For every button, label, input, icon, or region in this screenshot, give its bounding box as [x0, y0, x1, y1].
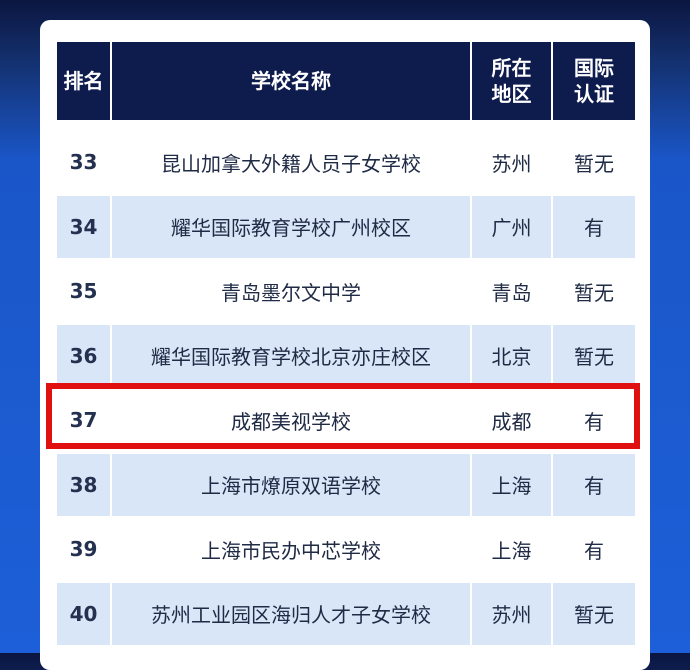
table-cell: 苏州: [472, 582, 551, 645]
page: 排名 学校名称 所在地区 国际认证 33 昆山加拿大外籍人员子女学校 苏州 暂无 34 耀华国际教…: [0, 0, 690, 653]
table-cell: 有: [584, 409, 604, 434]
rank-cell: 35: [69, 279, 98, 304]
table-cell: 青岛墨尔文中学: [221, 280, 361, 305]
rank-cell: 34: [57, 195, 110, 258]
table-cell: 上海市民办中芯学校: [201, 538, 381, 563]
header-cell: 学校名称: [112, 42, 470, 120]
table-cell: 暂无: [574, 151, 614, 176]
table-cell: 耀华国际教育学校广州校区: [112, 195, 470, 258]
header-cell: 排名: [57, 42, 110, 120]
table-cell: 成都: [491, 409, 532, 434]
rank-cell: 40: [57, 582, 110, 645]
table-cell: 有: [553, 195, 635, 258]
table-cell: 苏州工业园区海归人才子女学校: [112, 582, 470, 645]
rank-cell: 39: [69, 537, 98, 562]
header-cell: 国际认证: [553, 42, 635, 120]
rank-cell: 38: [57, 453, 110, 516]
table-cell: 北京: [472, 324, 551, 387]
table-cell: 暂无: [553, 324, 635, 387]
highlight-box: [46, 383, 640, 449]
rank-cell: 33: [69, 150, 98, 175]
rank-cell: 36: [57, 324, 110, 387]
header-cell: 所在地区: [472, 42, 551, 120]
table-cell: 耀华国际教育学校北京亦庄校区: [112, 324, 470, 387]
table-cell: 有: [553, 453, 635, 516]
table-cell: 暂无: [553, 582, 635, 645]
table-cell: 广州: [472, 195, 551, 258]
rank-cell: 37: [69, 408, 98, 433]
table-cell: 成都美视学校: [231, 409, 351, 434]
table-cell: 上海: [491, 538, 532, 563]
table-cell: 有: [584, 538, 604, 563]
table-cell: 苏州: [491, 151, 532, 176]
table-cell: 昆山加拿大外籍人员子女学校: [161, 151, 421, 176]
table-cell: 暂无: [574, 280, 614, 305]
table-cell: 上海: [472, 453, 551, 516]
table-cell: 青岛: [491, 280, 532, 305]
table-cell: 上海市燎原双语学校: [112, 453, 470, 516]
